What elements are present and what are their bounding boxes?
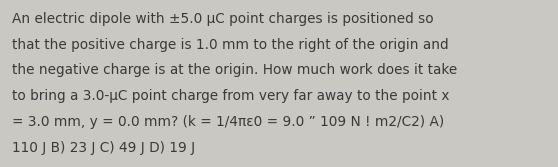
Text: An electric dipole with ±5.0 μC point charges is positioned so: An electric dipole with ±5.0 μC point ch… <box>12 12 434 26</box>
Text: 110 J B) 23 J C) 49 J D) 19 J: 110 J B) 23 J C) 49 J D) 19 J <box>12 141 195 155</box>
Text: = 3.0 mm, y = 0.0 mm? (k = 1/4πε0 = 9.0 ” 109 N ! m2/C2) A): = 3.0 mm, y = 0.0 mm? (k = 1/4πε0 = 9.0 … <box>12 115 445 129</box>
Text: that the positive charge is 1.0 mm to the right of the origin and: that the positive charge is 1.0 mm to th… <box>12 38 449 52</box>
Text: the negative charge is at the origin. How much work does it take: the negative charge is at the origin. Ho… <box>12 63 458 77</box>
Text: to bring a 3.0-μC point charge from very far away to the point x: to bring a 3.0-μC point charge from very… <box>12 89 450 103</box>
